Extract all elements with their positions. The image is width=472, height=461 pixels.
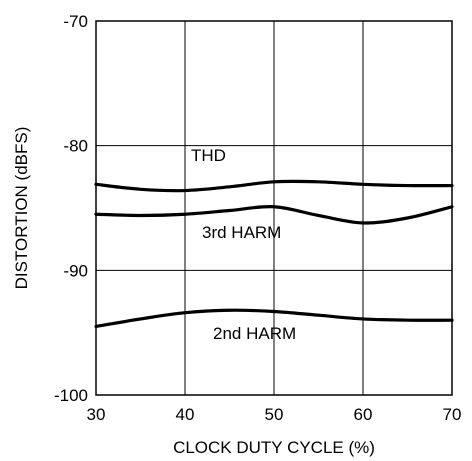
series-layer [94, 179, 454, 329]
plot-frame [95, 20, 453, 396]
series-line [94, 179, 454, 193]
x-tick-label: 60 [354, 405, 373, 424]
series-labels: THD 3rd HARM 2nd HARM [191, 146, 296, 343]
x-tick-label: 70 [443, 405, 462, 424]
y-tick-label: -100 [54, 386, 88, 405]
x-axis-title: CLOCK DUTY CYCLE (%) [173, 438, 375, 457]
y-tick-label: -90 [63, 261, 88, 280]
x-tick-label: 50 [265, 405, 284, 424]
x-tick-labels: 30 40 50 60 70 [87, 405, 462, 424]
x-tick-label: 30 [87, 405, 106, 424]
series-line [94, 308, 454, 329]
series-label: 3rd HARM [202, 223, 281, 242]
y-tick-labels: -70 -80 -90 -100 [54, 12, 88, 405]
y-tick-label: -80 [63, 137, 88, 156]
x-tick-label: 40 [176, 405, 195, 424]
y-tick-label: -70 [63, 12, 88, 31]
series-label: 2nd HARM [213, 324, 296, 343]
y-axis-title: DISTORTION (dBFS) [12, 127, 31, 290]
series-line [94, 205, 454, 225]
grid [96, 21, 452, 395]
series-label: THD [191, 146, 226, 165]
